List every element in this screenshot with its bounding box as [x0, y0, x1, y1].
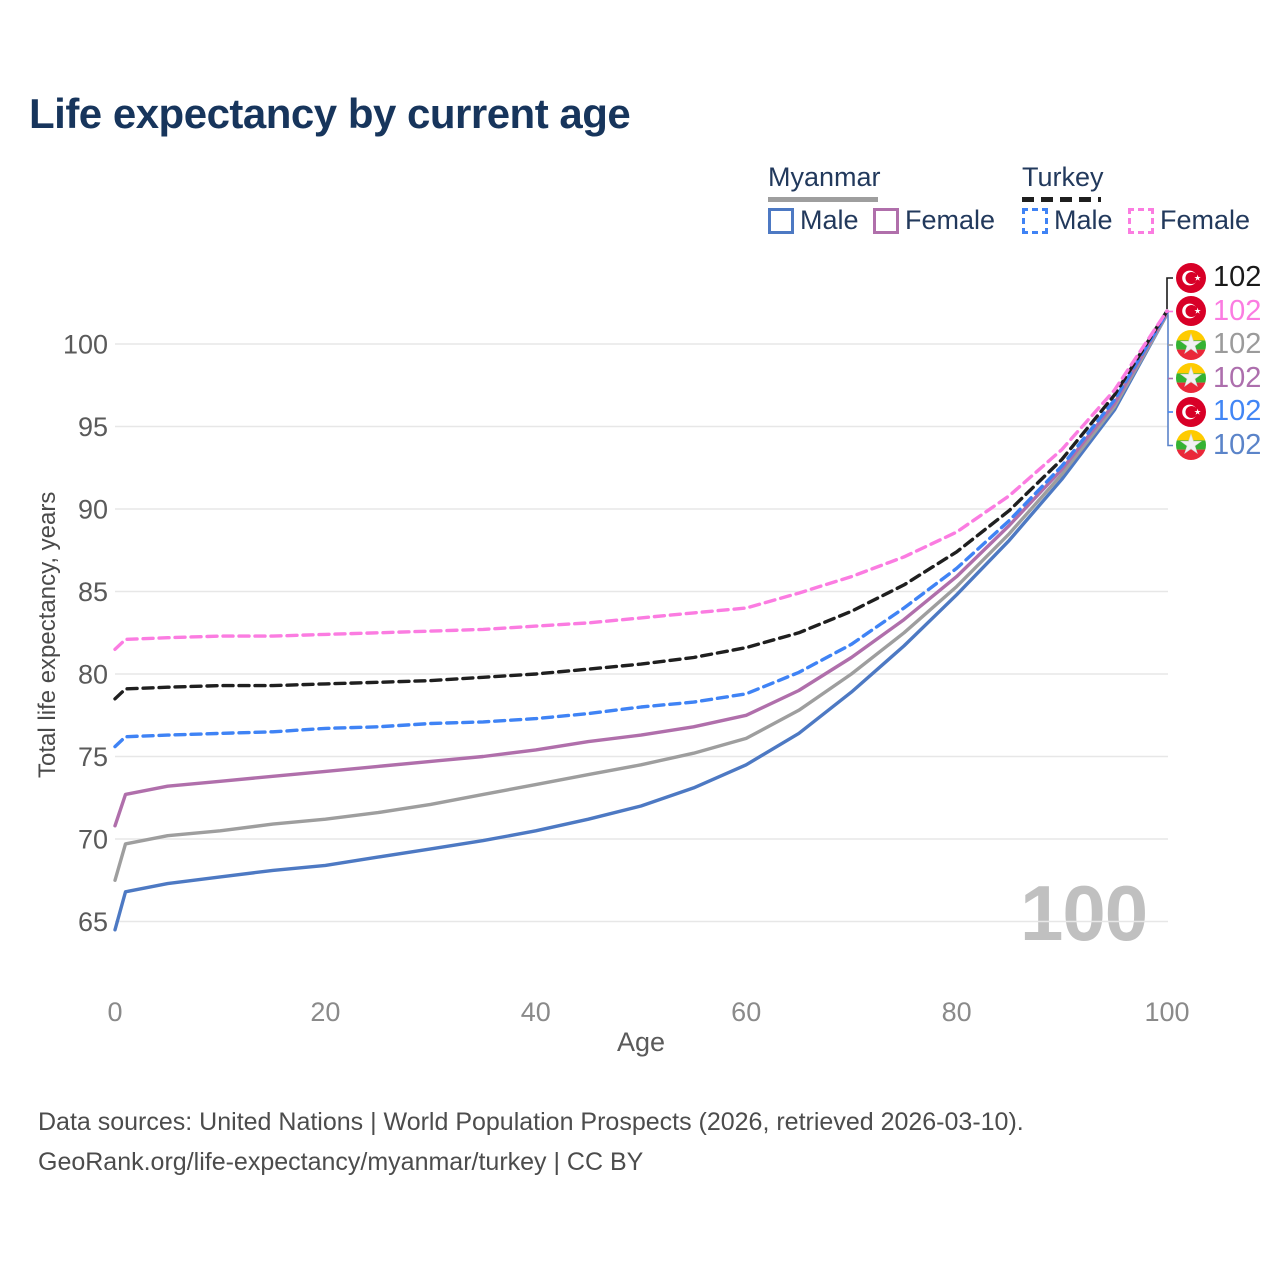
series-line-turkey-total	[113, 309, 1169, 701]
y-tick-label: 70	[78, 825, 108, 855]
series-end-labels: 102 102 102 102 102 102	[1176, 261, 1261, 462]
end-label-value: 102	[1213, 395, 1262, 428]
end-label-connector	[1167, 315, 1173, 447]
y-tick-label: 100	[63, 330, 108, 360]
legend-myanmar-line-sample	[768, 197, 878, 202]
x-tick-label: 100	[1144, 997, 1189, 1027]
legend-item-turkey-male[interactable]: Male	[1022, 205, 1113, 236]
attribution-link[interactable]: GeoRank.org/life-expectancy/myanmar/turk…	[38, 1148, 644, 1176]
turkey-flag-icon	[1176, 262, 1206, 293]
y-tick-label: 85	[78, 577, 108, 607]
end-label-value: 102	[1213, 428, 1262, 461]
y-tick-label: 80	[78, 660, 108, 690]
turkey-flag-icon	[1176, 396, 1206, 427]
legend-group-myanmar[interactable]: Myanmar	[768, 162, 881, 192]
end-label-connector	[1166, 277, 1173, 309]
turkey-flag-icon	[1176, 296, 1206, 327]
x-tick-label: 60	[731, 997, 761, 1027]
legend-turkey-line-sample	[1022, 197, 1101, 202]
x-axis-title: Age	[616, 1027, 666, 1057]
series-line-myanmar-female	[113, 310, 1169, 828]
series-line-turkey-male	[113, 310, 1169, 749]
x-tick-label: 20	[310, 997, 340, 1027]
y-tick-label: 95	[78, 412, 108, 442]
end-label-turkey-0: 102	[1176, 261, 1261, 295]
end-label-turkey-1: 102	[1176, 295, 1261, 329]
legend-item-myanmar-female[interactable]: Female	[873, 205, 995, 236]
legend-group-turkey[interactable]: Turkey	[1022, 162, 1104, 192]
end-label-myanmar-5: 102	[1176, 429, 1261, 463]
data-sources-note: Data sources: United Nations | World Pop…	[38, 1108, 1024, 1136]
age-watermark: 100	[1020, 869, 1148, 957]
myanmar-flag-icon	[1176, 363, 1206, 394]
y-tick-label: 65	[78, 907, 108, 937]
end-label-value: 102	[1213, 294, 1262, 327]
series-line-turkey-female	[113, 309, 1169, 651]
x-tick-label: 80	[942, 997, 972, 1027]
end-label-turkey-4: 102	[1176, 395, 1261, 429]
y-tick-label: 75	[78, 742, 108, 772]
series-line-myanmar-male	[113, 312, 1169, 932]
end-label-myanmar-2: 102	[1176, 328, 1261, 362]
legend-item-myanmar-male[interactable]: Male	[768, 205, 859, 236]
turkey-male-swatch-icon	[1022, 207, 1048, 234]
page-title: Life expectancy by current age	[29, 90, 631, 137]
y-tick-label: 90	[78, 495, 108, 525]
x-tick-label: 40	[521, 997, 551, 1027]
end-label-value: 102	[1213, 361, 1262, 394]
legend-label: Male	[800, 205, 859, 235]
end-label-value: 102	[1213, 261, 1262, 294]
myanmar-flag-icon	[1176, 430, 1206, 461]
myanmar-female-swatch-icon	[873, 207, 899, 234]
end-label-myanmar-3: 102	[1176, 362, 1261, 396]
legend-label: Female	[1160, 205, 1251, 235]
myanmar-flag-icon	[1176, 329, 1206, 360]
turkey-female-swatch-icon	[1128, 207, 1154, 234]
end-label-value: 102	[1213, 328, 1262, 361]
series-line-myanmar-total	[113, 312, 1169, 882]
x-tick-label: 0	[107, 997, 122, 1027]
legend-item-turkey-female[interactable]: Female	[1128, 205, 1250, 236]
legend-label: Female	[905, 205, 996, 235]
legend-label: Male	[1054, 205, 1113, 235]
myanmar-male-swatch-icon	[768, 207, 794, 234]
